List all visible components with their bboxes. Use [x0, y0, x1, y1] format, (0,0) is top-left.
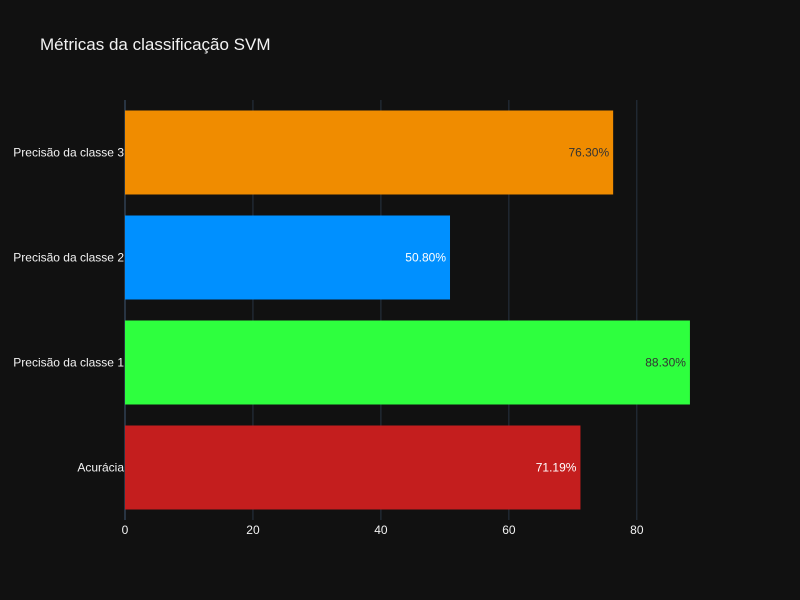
x-tick-label: 60	[502, 523, 516, 537]
y-axis-categories: Acurácia Precisão da classe 1 Precisão da …	[13, 146, 124, 475]
bar-4[interactable]	[125, 110, 614, 195]
bar-value-label: 71.19%	[536, 461, 577, 475]
bar-1[interactable]	[125, 425, 581, 510]
bar-value-label: 50.80%	[405, 251, 446, 265]
x-axis-ticks: 0 20 40 60 80	[122, 523, 644, 537]
category-label: Acurácia	[77, 461, 124, 475]
bars: 71.19% 88.30% 50.80% 76.30%	[125, 110, 690, 510]
bar-2[interactable]	[125, 320, 690, 405]
x-tick-label: 20	[246, 523, 260, 537]
category-label: Precisão da classe 2	[13, 251, 124, 265]
bar-3[interactable]	[125, 215, 451, 300]
category-label: Precisão da classe 1	[13, 356, 124, 370]
chart-title: Métricas da classificação SVM	[40, 35, 271, 54]
x-tick-label: 80	[630, 523, 644, 537]
x-tick-label: 40	[374, 523, 388, 537]
x-tick-label: 0	[122, 523, 129, 537]
bar-value-label: 88.30%	[645, 356, 686, 370]
category-label: Precisão da classe 3	[13, 146, 124, 160]
bar-value-label: 76.30%	[568, 146, 609, 160]
